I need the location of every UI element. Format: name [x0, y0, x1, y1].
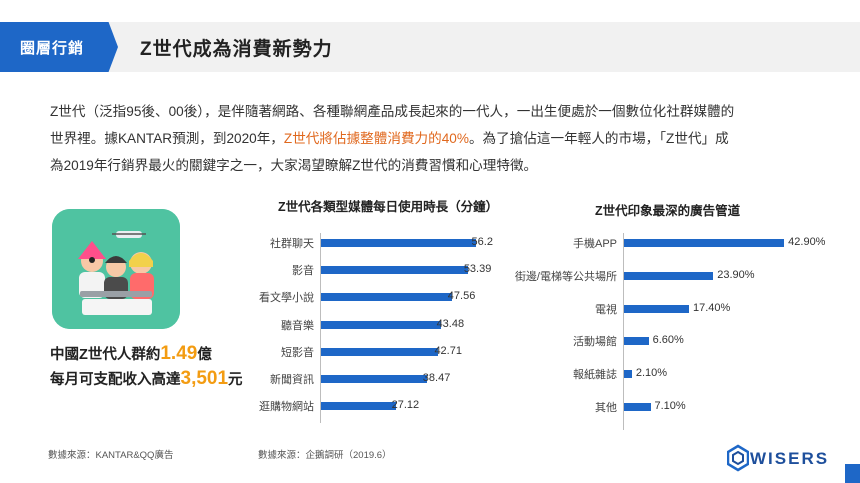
bar-value-label: 23.90%	[717, 268, 755, 281]
media-chart-title: Z世代各類型媒體每日使用時長（分鐘）	[278, 200, 499, 214]
category-label: 報紙雜誌	[573, 369, 617, 382]
population-prefix: 中國Z世代人群約	[50, 347, 161, 363]
bar-value-label: 47.56	[447, 290, 476, 303]
header-band	[0, 22, 860, 72]
bar	[624, 271, 714, 280]
chart-axis	[320, 233, 321, 424]
bar	[321, 293, 452, 302]
intro-line-2-start: 世界裡。據KANTAR預測，到2020年，	[50, 131, 284, 146]
category-label: 社群聊天	[270, 238, 314, 250]
section-tag-label: 圈層行銷	[20, 40, 85, 57]
category-label: 影音	[292, 265, 314, 278]
intro-highlight: Z世代將佔據整體消費力的40%	[283, 131, 469, 146]
intro-line-2: 世界裡。據KANTAR預測，到2020年，Z世代將佔據整體消費力的40%。為了搶…	[50, 125, 820, 152]
bar	[321, 239, 476, 247]
population-value: 1.49	[160, 343, 198, 364]
intro-line-1: Z世代（泛指95後、00後），是伴隨著網路、各種聯網產品成長起來的一代人，一出生…	[50, 104, 735, 119]
intro-paragraph: Z世代（泛指95後、00後），是伴隨著網路、各種聯網產品成長起來的一代人，一出生…	[50, 98, 820, 179]
gen-z-illustration-icon	[52, 209, 180, 329]
bar-value-label: 38.47	[422, 372, 451, 384]
bar-value-label: 27.12	[391, 399, 420, 412]
bar	[624, 239, 785, 247]
section-tag: 圈層行銷	[0, 22, 118, 72]
bar-value-label: 53.39	[463, 263, 492, 276]
category-label: 新聞資訊	[270, 374, 314, 386]
wisers-logo-icon	[727, 444, 749, 472]
bar	[624, 403, 651, 411]
category-label: 看文學小說	[259, 292, 314, 305]
income-prefix: 每月可支配收入高達	[50, 372, 181, 388]
bar-value-label: 42.71	[434, 344, 462, 357]
category-label: 手機APP	[572, 238, 617, 250]
bar-value-label: 7.10%	[654, 400, 686, 412]
category-label: 其他	[595, 402, 617, 414]
source-note-right: 數據來源：企鵝調研（2019.6）	[258, 450, 392, 461]
category-label: 短影音	[281, 346, 314, 359]
income-stat: 每月可支配收入高達3,501元	[50, 368, 243, 390]
bar	[321, 347, 439, 356]
bar-value-label: 2.10%	[635, 367, 668, 380]
ad-chart-title: Z世代印象最深的廣告管道	[595, 204, 741, 218]
bar-value-label: 17.40%	[692, 301, 731, 314]
intro-line-2-end: 。為了搶佔這一年輕人的市場，「Z世代」成	[468, 131, 729, 146]
wisers-logo-text: WISERS	[750, 449, 830, 468]
intro-line-3: 為2019年行銷界最火的關鍵字之一，大家渴望瞭解Z世代的消費習慣和心理特徵。	[50, 158, 538, 173]
bar-value-label: 43.48	[436, 317, 465, 330]
bar-value-label: 42.90%	[788, 236, 826, 248]
category-label: 活動場館	[573, 336, 617, 349]
source-note-left: 數據來源：KANTAR&QQ廣告	[48, 450, 174, 461]
income-suffix: 元	[228, 372, 243, 388]
bar	[321, 375, 427, 383]
bar	[321, 320, 441, 329]
category-label: 逛購物網站	[259, 401, 314, 414]
population-suffix: 億	[197, 347, 212, 363]
bar	[321, 266, 468, 275]
bar	[624, 370, 632, 379]
bar	[624, 304, 689, 313]
corner-accent	[845, 464, 860, 483]
bar	[624, 337, 649, 346]
bar-value-label: 56.2	[471, 236, 493, 248]
page-title: Z世代成為消費新勢力	[140, 39, 333, 60]
bar	[321, 402, 396, 411]
category-label: 街邊/電梯等公共場所	[514, 270, 617, 283]
category-label: 電視	[595, 303, 617, 316]
chart-axis	[623, 233, 624, 430]
bar-value-label: 6.60%	[652, 334, 684, 347]
category-label: 聽音樂	[281, 319, 314, 332]
population-stat: 中國Z世代人群約1.49億	[50, 343, 212, 365]
income-value: 3,501	[180, 368, 229, 389]
